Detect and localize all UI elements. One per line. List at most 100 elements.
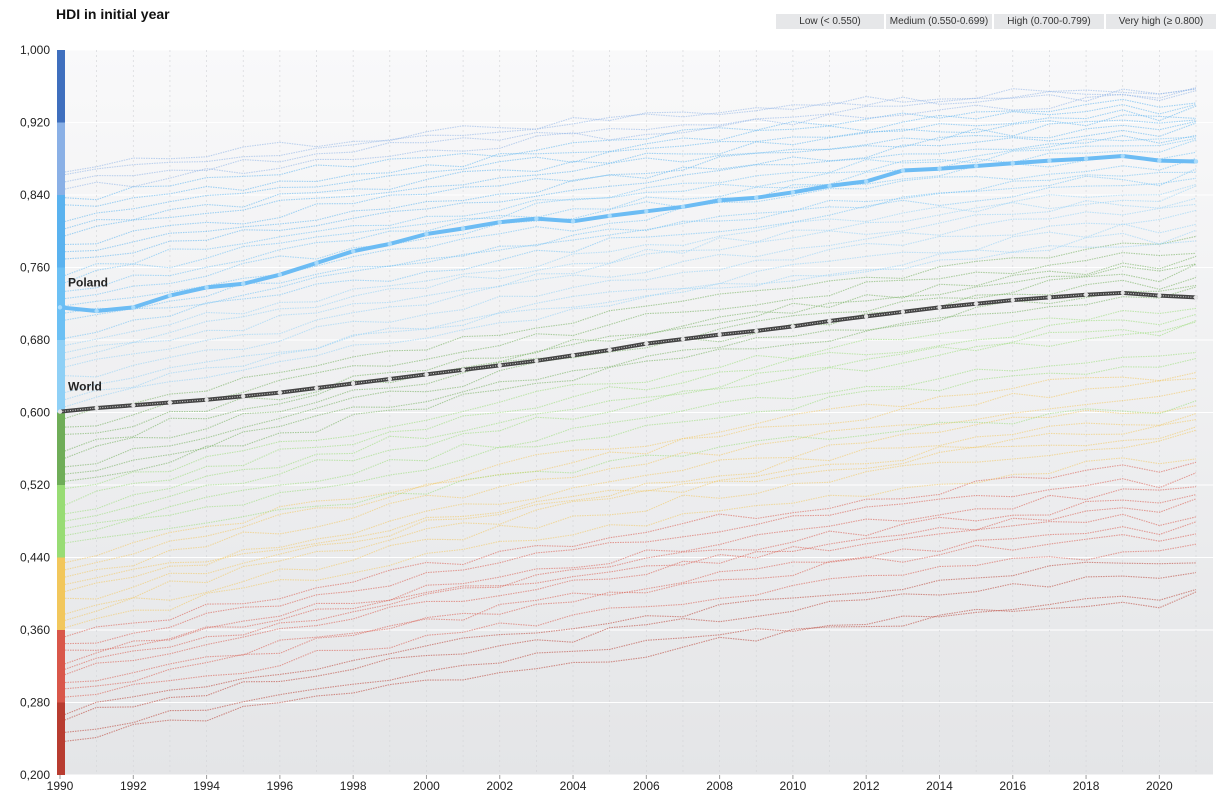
series-label-world: World	[68, 380, 102, 394]
series-point	[241, 393, 246, 399]
country-line	[59, 486, 1197, 667]
series-point	[1157, 158, 1162, 163]
series-point	[314, 385, 319, 391]
country-line	[59, 461, 1197, 639]
country-line	[59, 209, 1197, 378]
country-line	[59, 183, 1197, 347]
country-line	[59, 137, 1197, 286]
country-lines	[59, 86, 1197, 743]
country-line	[59, 105, 1197, 224]
chart-title: HDI in initial year	[56, 6, 170, 22]
country-line	[59, 136, 1197, 278]
series-point	[241, 281, 246, 287]
y-axis: 1,000 0,920 0,840 0,760 0,680 0,600 0,520 0,440…	[20, 43, 50, 782]
legend-medium-button[interactable]: Medium (0.550-0.699)	[886, 14, 992, 29]
country-line	[59, 543, 1197, 698]
country-line	[59, 307, 1197, 490]
country-line	[59, 572, 1197, 723]
y-tick-label: 0,920	[20, 116, 50, 130]
series-point	[350, 381, 356, 386]
y-tick-label: 0,760	[20, 261, 50, 275]
series-point	[863, 314, 869, 319]
country-line	[59, 171, 1197, 322]
country-line	[59, 400, 1197, 545]
legend-very-high-button[interactable]: Very high (≥ 0.800)	[1106, 14, 1216, 29]
country-line	[59, 88, 1197, 174]
legend-high-button[interactable]: High (0.700-0.799)	[994, 14, 1104, 29]
x-tick-label: 2016	[999, 779, 1026, 793]
series-point	[57, 305, 63, 310]
country-line	[59, 122, 1197, 253]
x-tick-label: 1998	[340, 779, 367, 793]
scale-segment	[57, 557, 65, 630]
series-point	[1120, 153, 1125, 159]
y-tick-label: 0,840	[20, 188, 50, 202]
x-axis: 1990 1992 1994 1996 1998 2000 2002 2004 2006 2008…	[47, 775, 1173, 793]
country-line	[59, 134, 1197, 260]
x-tick-label: 1992	[120, 779, 147, 793]
series-point	[900, 309, 906, 315]
country-line	[59, 90, 1197, 191]
series-point	[314, 260, 319, 266]
country-line	[59, 119, 1197, 238]
series-point	[204, 285, 209, 290]
country-line	[59, 494, 1197, 672]
country-line	[59, 377, 1197, 572]
series-point	[607, 347, 612, 353]
country-line	[59, 252, 1197, 428]
country-line	[59, 88, 1197, 184]
series-point	[900, 168, 906, 173]
scale-segment	[57, 702, 65, 775]
x-tick-label: 2006	[633, 779, 660, 793]
series-label-poland: Poland	[68, 275, 108, 289]
grid-lines	[57, 49, 1213, 776]
series-point	[644, 341, 649, 346]
country-line	[59, 235, 1197, 421]
y-tick-label: 0,280	[20, 696, 50, 710]
series-point	[460, 226, 466, 231]
country-line	[59, 413, 1197, 600]
series-point	[534, 358, 539, 364]
x-tick-label: 2008	[706, 779, 733, 793]
country-line	[59, 197, 1197, 362]
country-line	[59, 533, 1197, 684]
x-tick-label: 2012	[853, 779, 880, 793]
country-line	[59, 98, 1197, 201]
country-line	[59, 351, 1197, 530]
series-point	[863, 179, 869, 184]
series-point	[644, 209, 649, 214]
legend-low-button[interactable]: Low (< 0.550)	[776, 14, 884, 29]
country-line	[59, 120, 1197, 246]
scale-segment	[57, 340, 65, 413]
country-line	[59, 591, 1197, 743]
x-tick-label: 1994	[193, 779, 220, 793]
y-tick-label: 0,360	[20, 623, 50, 637]
series-line-poland	[58, 154, 1198, 313]
country-line	[59, 86, 1197, 177]
series-point	[754, 328, 759, 334]
x-tick-label: 2018	[1073, 779, 1100, 793]
series-point	[717, 198, 722, 203]
y-tick-label: 0,520	[20, 478, 50, 492]
series-point	[973, 301, 979, 306]
series-point	[204, 397, 209, 403]
series-point	[1010, 297, 1015, 303]
series-point	[827, 183, 832, 189]
series-point	[717, 332, 722, 337]
series-point	[570, 219, 576, 224]
series-point	[1010, 161, 1015, 166]
series-point	[1083, 156, 1089, 161]
scale-segment	[57, 122, 65, 195]
country-line	[59, 321, 1197, 523]
series-point	[973, 163, 979, 169]
y-tick-label: 1,000	[20, 43, 50, 57]
series-point	[680, 204, 686, 209]
series-point	[607, 213, 612, 219]
country-line	[59, 426, 1197, 587]
country-line	[59, 357, 1197, 537]
scale-segment	[57, 267, 65, 340]
country-line	[59, 588, 1197, 734]
x-tick-label: 2014	[926, 779, 953, 793]
series-point	[680, 336, 686, 342]
